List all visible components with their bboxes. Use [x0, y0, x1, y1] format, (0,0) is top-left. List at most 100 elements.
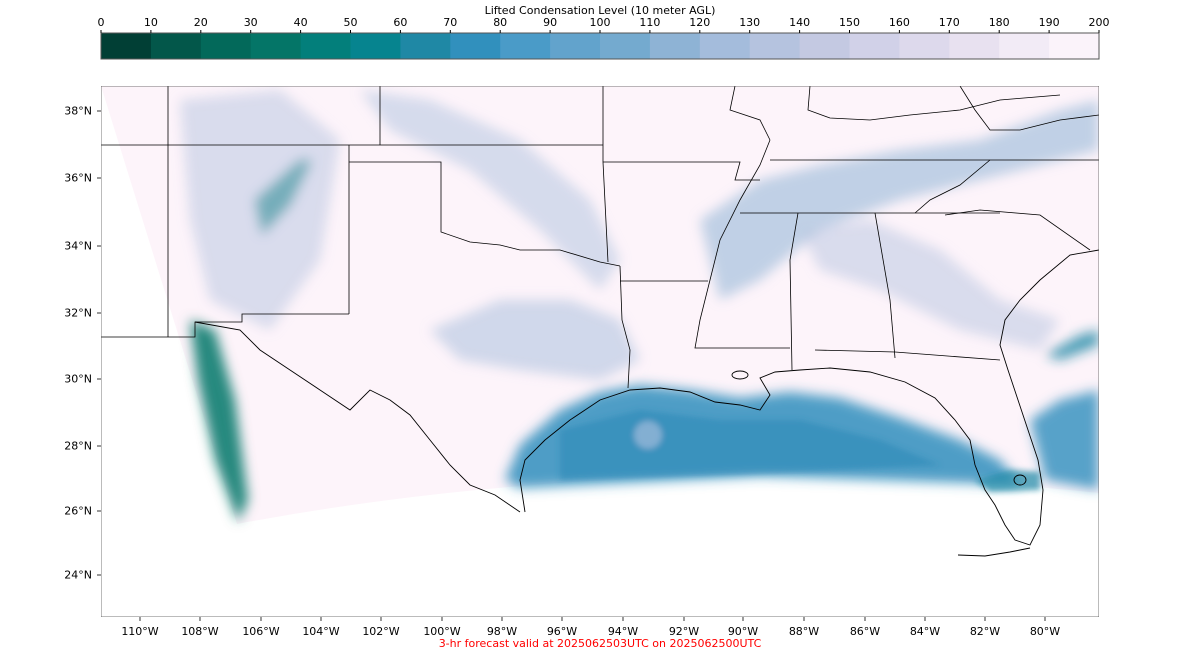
latitude-label: 38°N: [64, 104, 92, 118]
colorbar-segment: [600, 33, 651, 59]
longitude-label: 100°W: [423, 625, 461, 638]
longitude-label: 106°W: [242, 625, 280, 638]
colorbar: [100, 30, 1100, 60]
border-ar-mo: [603, 161, 760, 181]
colorbar-segment: [699, 33, 751, 59]
colorbar-tick-label: 180: [988, 16, 1010, 29]
colorbar-tick-label: 160: [888, 16, 910, 29]
lcl-detail: [560, 410, 1040, 492]
colorbar-tick-label: 30: [243, 16, 258, 29]
colorbar-segment: [999, 33, 1050, 59]
latitude-label: 28°N: [64, 439, 92, 453]
colorbar-tick-label: 100: [589, 16, 611, 29]
border-al-ga: [874, 212, 896, 359]
longitude-label: 84°W: [909, 625, 941, 638]
forecast-footer: 3-hr forecast valid at 2025062503UTC on …: [438, 637, 762, 650]
atlantic-low-lcl-region: [1030, 390, 1099, 490]
border-fl-panhandle: [814, 349, 1001, 361]
colorbar-tick-label: 70: [443, 16, 458, 29]
florida-keys: [957, 547, 1031, 557]
latitude-label: 30°N: [64, 372, 92, 386]
border-tx-la: [619, 265, 631, 389]
colorbar-tick-label: 0: [97, 16, 105, 29]
border-nc-va: [914, 159, 991, 214]
longitude-label: 96°W: [546, 625, 578, 638]
colorbar-segment: [150, 33, 202, 59]
west-edge-low-lcl: [190, 320, 248, 522]
colorbar-tick-label: 20: [193, 16, 208, 29]
longitude-label: 110°W: [121, 625, 159, 638]
longitude-label: 80°W: [1029, 625, 1061, 638]
longitude-label: 104°W: [302, 625, 340, 638]
colorbar-tick-label: 140: [789, 16, 811, 29]
border-ga-sc: [944, 209, 1091, 251]
colorbar-tick-label: 150: [839, 16, 860, 29]
longitude-label: 86°W: [849, 625, 881, 638]
colorbar-segment: [1049, 33, 1100, 59]
longitude-label: 88°W: [788, 625, 820, 638]
florida-coast-band: [975, 470, 1040, 492]
colorbar-tick-label: 190: [1038, 16, 1060, 29]
longitude-label: 108°W: [181, 625, 219, 638]
colorbar-segment: [749, 33, 801, 59]
colorbar-segment: [899, 33, 950, 59]
atlantic-band: [1045, 330, 1099, 360]
border-mississippi-river: [694, 139, 790, 349]
texas-coast: [519, 367, 976, 513]
latitude-label: 26°N: [64, 504, 92, 518]
longitude-label: 90°W: [727, 625, 759, 638]
longitude-label: 98°W: [486, 625, 518, 638]
colorbar-segment: [649, 33, 701, 59]
colorbar-tick-label: 200: [1088, 16, 1110, 29]
colorbar-tick-label: 10: [143, 16, 158, 29]
colorbar-segment: [849, 33, 900, 59]
border-nm-west-south: [101, 313, 349, 338]
colorbar-segment: [500, 33, 551, 59]
longitude-label: 82°W: [969, 625, 1001, 638]
colorbar-tick-label: 120: [689, 16, 711, 29]
colorbar-tick-label: 90: [543, 16, 558, 29]
florida-peninsula: [974, 249, 1099, 546]
colorbar-segment: [550, 33, 601, 59]
colorbar-segment: [799, 33, 850, 59]
colorbar-tick-label: 80: [493, 16, 508, 29]
axis-ticks: [97, 110, 1046, 621]
colorbar-tick-label: 170: [938, 16, 960, 29]
colorbar-title: Lifted Condensation Level (10 meter AGL): [484, 4, 716, 17]
colorbar-segment: [200, 33, 252, 59]
border-ok-tx: [349, 161, 621, 267]
longitude-label: 94°W: [607, 625, 639, 638]
state-boundaries: [101, 86, 1099, 389]
mexico-border-rio-grande: [194, 321, 521, 513]
colorbar-tick-label: 60: [393, 16, 408, 29]
colorbar-tick-label: 110: [639, 16, 661, 29]
gulf-cell: [634, 421, 662, 449]
west-streaks: [180, 90, 340, 330]
colorbar-segment: [350, 33, 401, 59]
border-ms-al: [789, 212, 799, 371]
colorbar-segment: [101, 33, 152, 59]
central-texas-band: [430, 300, 640, 380]
southeast-band: [800, 220, 1060, 350]
latitude-label: 36°N: [64, 171, 92, 185]
longitude-label: 92°W: [668, 625, 700, 638]
map-panel: [101, 86, 1099, 617]
colorbar-segment: [450, 33, 501, 59]
colorbar-segment: [300, 33, 351, 59]
latitude-label: 32°N: [64, 306, 92, 320]
coastline: [194, 249, 1099, 557]
latitude-label: 34°N: [64, 239, 92, 253]
colorbar-tick-label: 50: [343, 16, 358, 29]
border-va-wv: [959, 86, 1099, 131]
latitude-label: 24°N: [64, 568, 92, 582]
colorbar-segment: [400, 33, 451, 59]
colorbar-segment: [250, 33, 302, 59]
plains-band: [360, 90, 620, 290]
longitude-label: 102°W: [362, 625, 400, 638]
lake-pontchartrain: [731, 370, 749, 380]
colorbar-segment: [949, 33, 1000, 59]
mid-south-streaks: [700, 100, 1099, 300]
border-il-in: [729, 86, 771, 141]
